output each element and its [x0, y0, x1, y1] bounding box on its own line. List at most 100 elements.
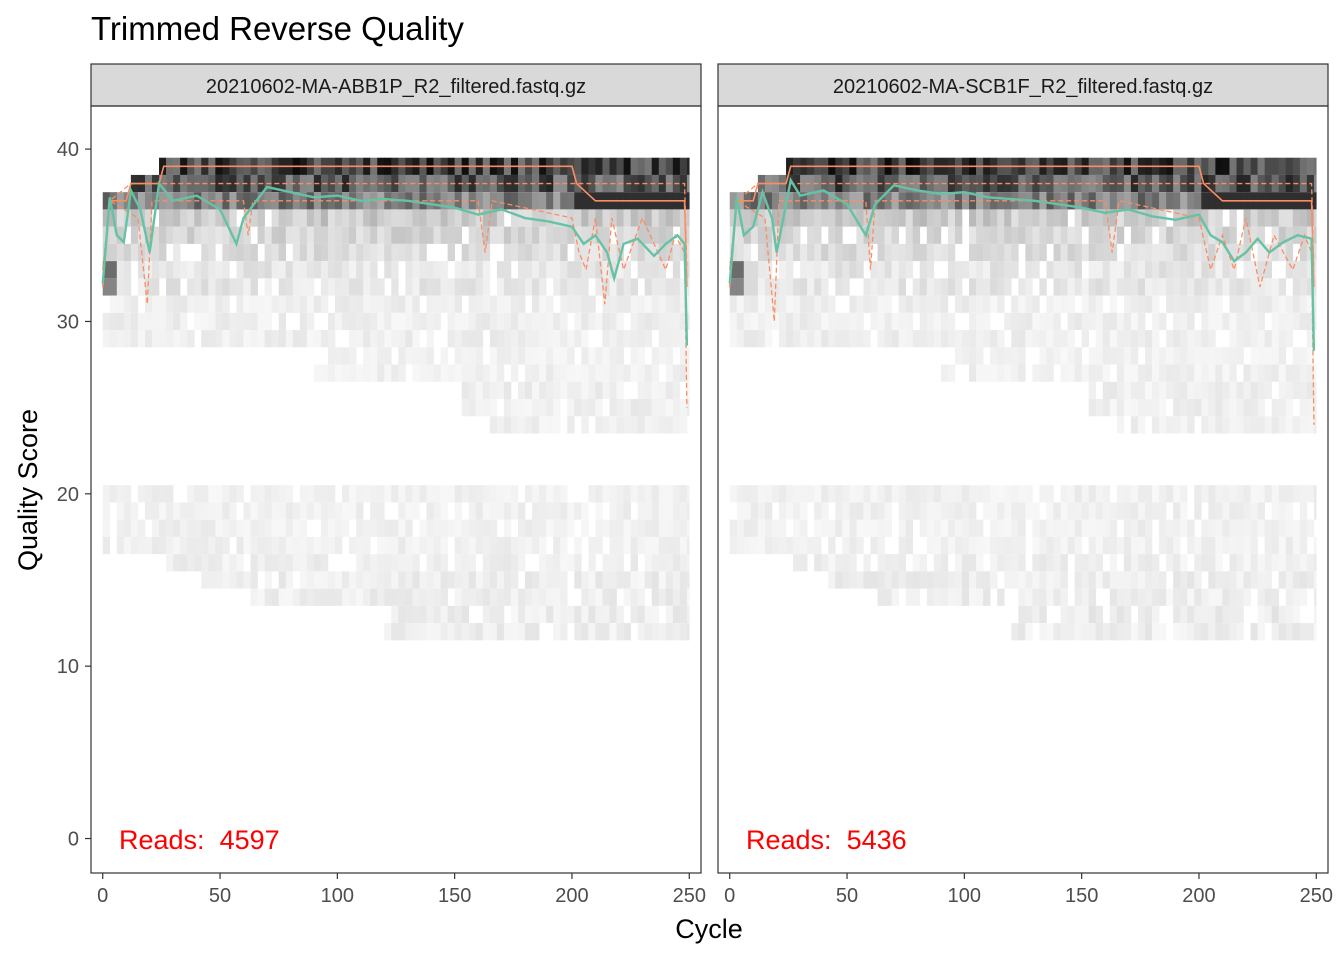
heatmap-tile — [940, 192, 949, 210]
heatmap-tile — [616, 295, 624, 313]
heatmap-tile — [983, 226, 991, 244]
heatmap-tile — [1194, 623, 1202, 641]
heatmap-tile — [363, 485, 371, 503]
heatmap-tile — [222, 536, 230, 555]
heatmap-tile — [1194, 347, 1202, 365]
heatmap-tile — [814, 485, 822, 503]
heatmap-tile — [1102, 312, 1111, 331]
heatmap-tile — [757, 502, 766, 520]
heatmap-tile — [1109, 623, 1118, 641]
heatmap-tile — [933, 330, 942, 348]
heatmap-tile — [1285, 416, 1294, 434]
heatmap-tile — [658, 502, 667, 520]
heatmap-tile — [1123, 588, 1132, 606]
heatmap-tile — [1229, 261, 1237, 279]
heatmap-tile — [1306, 330, 1315, 348]
heatmap-tile — [1306, 623, 1315, 641]
heatmap-tile — [1137, 399, 1146, 417]
heatmap-tile — [264, 330, 272, 348]
heatmap-tile — [1074, 243, 1082, 262]
heatmap-tile — [567, 416, 575, 434]
heatmap-tile — [940, 554, 949, 572]
heatmap-tile — [335, 364, 343, 382]
heatmap-tile — [1025, 261, 1033, 279]
heatmap-tile — [236, 519, 244, 537]
heatmap-tile — [1180, 347, 1188, 365]
heatmap-tile — [686, 623, 690, 641]
heatmap-tile — [842, 261, 850, 279]
heatmap-tile — [997, 519, 1005, 537]
heatmap-tile — [560, 243, 568, 262]
heatmap-tile — [1152, 261, 1160, 279]
heatmap-tile — [581, 243, 589, 262]
heatmap-tile — [807, 261, 815, 279]
heatmap-tile — [1292, 416, 1301, 434]
heatmap-tile — [1313, 157, 1317, 175]
heatmap-tile — [461, 174, 470, 193]
heatmap-tile — [849, 243, 857, 262]
heatmap-tile — [419, 347, 427, 365]
heatmap-tile — [482, 295, 491, 313]
heatmap-tile — [187, 502, 195, 520]
heatmap-tile — [821, 519, 829, 537]
heatmap-tile — [440, 364, 448, 382]
heatmap-tile — [609, 209, 617, 227]
heatmap-tile — [489, 399, 498, 417]
heatmap-tile — [1046, 502, 1054, 520]
heatmap-tile — [814, 330, 822, 348]
heatmap-tile — [292, 554, 301, 572]
heatmap-tile — [1264, 605, 1272, 624]
heatmap-tile — [496, 330, 505, 348]
heatmap-tile — [222, 330, 230, 348]
heatmap-tile — [602, 295, 610, 313]
x-tick-label: 100 — [948, 885, 981, 907]
heatmap-tile — [729, 519, 738, 537]
heatmap-tile — [793, 502, 801, 520]
heatmap-tile — [1004, 554, 1012, 572]
heatmap-tile — [940, 243, 949, 262]
heatmap-tile — [468, 243, 477, 262]
heatmap-tile — [320, 226, 329, 244]
heatmap-tile — [370, 588, 378, 606]
heatmap-tile — [370, 312, 378, 331]
heatmap-tile — [243, 295, 251, 313]
heatmap-tile — [1152, 502, 1160, 520]
heatmap-tile — [264, 295, 272, 313]
heatmap-tile — [285, 278, 294, 296]
heatmap-tile — [412, 485, 420, 503]
heatmap-tile — [1166, 485, 1174, 503]
heatmap-tile — [398, 588, 406, 606]
heatmap-tile — [496, 605, 505, 624]
heatmap-tile — [736, 519, 745, 537]
heatmap-tile — [398, 209, 406, 227]
heatmap-tile — [1257, 381, 1265, 400]
heatmap-tile — [729, 278, 738, 296]
heatmap-tile — [313, 502, 322, 520]
heatmap-tile — [1173, 536, 1181, 555]
heatmap-tile — [1145, 588, 1153, 606]
heatmap-tile — [1123, 330, 1132, 348]
heatmap-tile — [1123, 243, 1132, 262]
heatmap-tile — [173, 554, 181, 572]
heatmap-tile — [1039, 536, 1047, 555]
heatmap-tile — [1215, 364, 1223, 382]
heatmap-tile — [208, 312, 216, 331]
heatmap-tile — [264, 312, 272, 331]
heatmap-tile — [1166, 243, 1174, 262]
heatmap-tile — [320, 502, 329, 520]
heatmap-tile — [658, 588, 667, 606]
heatmap-tile — [567, 519, 575, 537]
heatmap-tile — [1285, 588, 1294, 606]
heatmap-tile — [1004, 536, 1012, 555]
heatmap-tile — [532, 485, 540, 503]
heatmap-tile — [637, 399, 645, 417]
heatmap-tile — [518, 588, 526, 606]
heatmap-tile — [912, 295, 921, 313]
heatmap-tile — [1159, 192, 1167, 210]
heatmap-tile — [976, 312, 984, 331]
heatmap-tile — [658, 209, 667, 227]
heatmap-tile — [990, 502, 998, 520]
heatmap-tile — [1145, 605, 1153, 624]
heatmap-tile — [496, 295, 505, 313]
heatmap-tile — [1011, 519, 1019, 537]
